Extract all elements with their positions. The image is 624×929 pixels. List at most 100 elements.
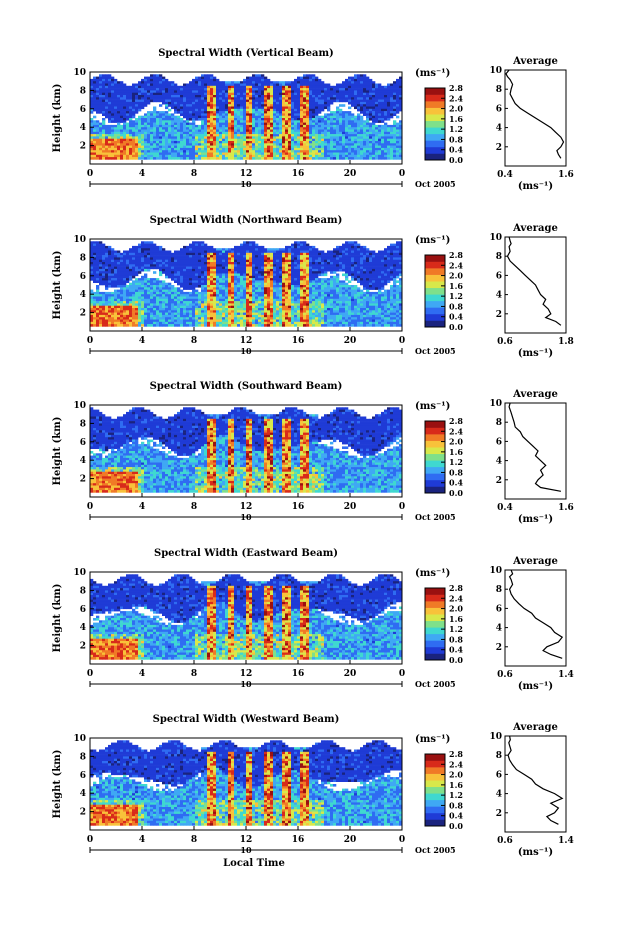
heatmap-cell <box>306 118 310 121</box>
heatmap-cell <box>210 268 214 272</box>
heatmap-cell <box>234 85 238 89</box>
heatmap-cell <box>111 257 115 260</box>
heatmap-cell <box>345 150 349 153</box>
heatmap-cell <box>309 124 313 128</box>
heatmap-cell <box>195 317 199 320</box>
heatmap-cell <box>207 280 211 283</box>
heatmap-cell <box>201 296 205 300</box>
heatmap-cell <box>168 308 172 311</box>
heatmap-cell <box>366 129 370 133</box>
heatmap-cell <box>156 285 160 288</box>
heatmap-cell <box>228 154 232 158</box>
heatmap-cell <box>234 127 238 130</box>
heatmap-cell <box>378 138 382 142</box>
heatmap-cell <box>174 88 178 91</box>
heatmap-cell <box>303 104 307 107</box>
heatmap-cell <box>198 278 202 281</box>
heatmap-cell <box>180 255 184 258</box>
heatmap-cell <box>282 101 286 105</box>
heatmap-cell <box>369 78 373 82</box>
heatmap-cell <box>147 287 151 290</box>
heatmap-cell <box>129 131 133 135</box>
heatmap-cell <box>90 99 94 103</box>
heatmap-cell <box>96 83 100 87</box>
heatmap-cell <box>162 268 166 272</box>
heatmap-cell <box>249 95 253 98</box>
heatmap-cell <box>114 118 118 121</box>
heatmap-cell <box>372 154 376 158</box>
heatmap-cell <box>111 308 115 311</box>
heatmap-cell <box>312 150 316 153</box>
heatmap-cell <box>390 152 394 156</box>
heatmap-cell <box>96 305 100 309</box>
heatmap-cell <box>225 122 229 126</box>
heatmap-cell <box>288 99 292 103</box>
heatmap-cell <box>288 147 292 151</box>
heatmap-cell <box>180 141 184 144</box>
heatmap-cell <box>384 95 388 98</box>
heatmap-cell <box>90 319 94 323</box>
heatmap-cell <box>336 120 340 123</box>
heatmap-cell <box>126 136 130 139</box>
heatmap-cell <box>354 136 358 139</box>
heatmap-cell <box>96 141 100 144</box>
heatmap-cell <box>180 152 184 156</box>
heatmap-cell <box>318 150 322 153</box>
heatmap-cell <box>363 99 367 103</box>
heatmap-cell <box>90 129 94 133</box>
heatmap-cell <box>144 241 148 244</box>
heatmap-cell <box>264 88 268 91</box>
heatmap-cell <box>174 124 178 128</box>
heatmap-cell <box>264 131 268 135</box>
heatmap-cell <box>234 131 238 135</box>
heatmap-cell <box>144 76 148 80</box>
heatmap-cell <box>132 268 136 272</box>
heatmap-cell <box>159 289 163 293</box>
heatmap-cell <box>351 81 355 84</box>
heatmap-cell <box>150 289 154 293</box>
heatmap-cell <box>117 92 121 96</box>
heatmap-cell <box>189 141 193 144</box>
heatmap-cell <box>171 157 175 160</box>
heatmap-cell <box>351 115 355 119</box>
heatmap-cell <box>135 136 139 139</box>
heatmap-cell <box>273 118 277 121</box>
heatmap-cell <box>183 124 187 128</box>
heatmap-cell <box>288 152 292 156</box>
heatmap-cell <box>360 106 364 110</box>
heatmap-cell <box>135 147 139 151</box>
heatmap-cell <box>177 291 181 295</box>
heatmap-cell <box>210 147 214 151</box>
heatmap-cell <box>201 85 205 89</box>
heatmap-cell <box>210 145 214 149</box>
heatmap-cell <box>216 147 220 151</box>
heatmap-cell <box>96 294 100 297</box>
heatmap-cell <box>390 124 394 128</box>
heatmap-cell <box>306 74 310 77</box>
heatmap-cell <box>345 120 349 123</box>
heatmap-cell <box>108 104 112 107</box>
heatmap-cell <box>330 97 334 100</box>
heatmap-cell <box>231 83 235 87</box>
heatmap-cell <box>174 257 178 260</box>
heatmap-cell <box>102 85 106 89</box>
heatmap-cell <box>246 88 250 91</box>
heatmap-cell <box>255 85 259 89</box>
heatmap-cell <box>198 136 202 139</box>
heatmap-cell <box>105 273 109 277</box>
heatmap-cell <box>318 134 322 137</box>
heatmap-cell <box>150 74 154 77</box>
heatmap-cell <box>306 76 310 80</box>
heatmap-cell <box>150 280 154 283</box>
heatmap-cell <box>126 115 130 119</box>
heatmap-cell <box>144 245 148 249</box>
heatmap-cell <box>351 143 355 146</box>
heatmap-cell <box>141 314 145 318</box>
heatmap-cell <box>285 95 289 98</box>
heatmap-cell <box>159 113 163 116</box>
heatmap-cell <box>105 305 109 309</box>
heatmap-cell <box>300 150 304 153</box>
heatmap-cell <box>207 257 211 260</box>
heatmap-cell <box>213 301 217 304</box>
heatmap-cell <box>369 145 373 149</box>
